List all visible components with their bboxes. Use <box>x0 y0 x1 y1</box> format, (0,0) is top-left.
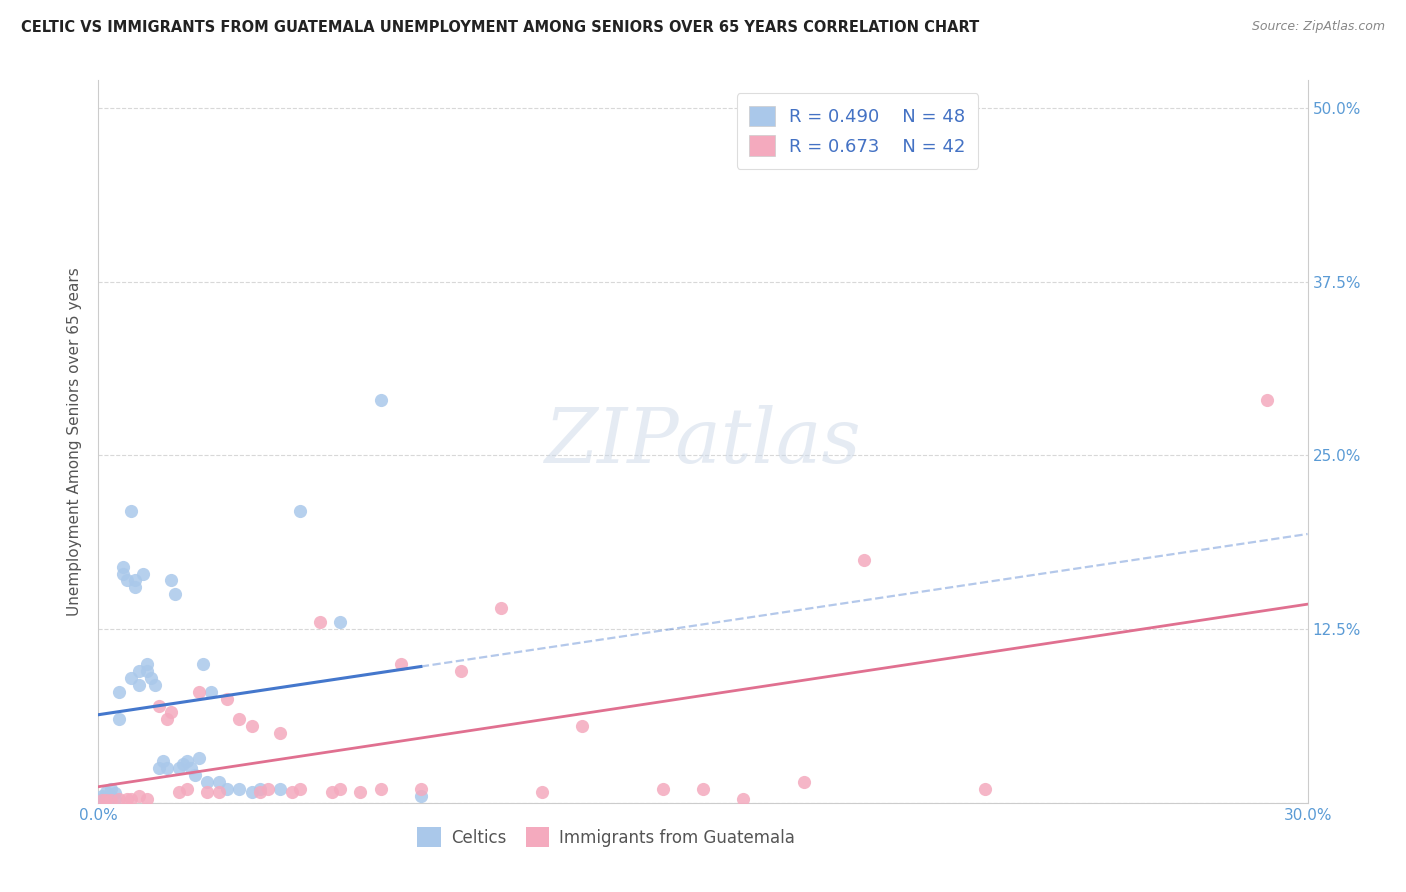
Point <box>370 392 392 407</box>
Point <box>450 664 472 678</box>
Point <box>91 793 114 807</box>
Point <box>167 761 190 775</box>
Point <box>249 781 271 796</box>
Point <box>128 678 150 692</box>
Point <box>184 768 207 782</box>
Point <box>167 785 190 799</box>
Point <box>530 785 553 799</box>
Point <box>188 751 211 765</box>
Point <box>692 781 714 796</box>
Point <box>111 559 134 574</box>
Point <box>409 789 432 803</box>
Point <box>135 657 157 671</box>
Point <box>974 781 997 796</box>
Point <box>132 566 155 581</box>
Point <box>733 791 755 805</box>
Y-axis label: Unemployment Among Seniors over 65 years: Unemployment Among Seniors over 65 years <box>67 268 83 615</box>
Point <box>208 775 231 789</box>
Point <box>120 671 142 685</box>
Point <box>107 713 129 727</box>
Point <box>228 781 250 796</box>
Point <box>193 657 215 671</box>
Point <box>793 775 815 789</box>
Point <box>389 657 412 671</box>
Point <box>281 785 304 799</box>
Point <box>96 785 118 799</box>
Point <box>135 664 157 678</box>
Point <box>156 761 179 775</box>
Point <box>1256 392 1278 407</box>
Point <box>124 574 146 588</box>
Point <box>120 791 142 805</box>
Point <box>288 781 311 796</box>
Point <box>128 664 150 678</box>
Point <box>135 791 157 805</box>
Point <box>309 615 332 630</box>
Point <box>853 552 876 566</box>
Point <box>349 785 371 799</box>
Point <box>115 574 138 588</box>
Point <box>651 781 673 796</box>
Point <box>124 581 146 595</box>
Point <box>103 791 125 805</box>
Point <box>208 785 231 799</box>
Point <box>107 791 129 805</box>
Point <box>96 790 118 805</box>
Point <box>269 781 291 796</box>
Point <box>148 698 170 713</box>
Point <box>148 761 170 775</box>
Point <box>111 566 134 581</box>
Point <box>103 786 125 800</box>
Point <box>217 781 239 796</box>
Text: CELTIC VS IMMIGRANTS FROM GUATEMALA UNEMPLOYMENT AMONG SENIORS OVER 65 YEARS COR: CELTIC VS IMMIGRANTS FROM GUATEMALA UNEM… <box>21 20 980 35</box>
Point <box>163 587 186 601</box>
Point <box>91 791 114 805</box>
Point <box>571 719 593 733</box>
Point <box>156 713 179 727</box>
Point <box>195 775 218 789</box>
Point <box>491 601 513 615</box>
Point <box>160 706 183 720</box>
Point <box>269 726 291 740</box>
Point <box>160 574 183 588</box>
Point <box>115 791 138 805</box>
Text: Source: ZipAtlas.com: Source: ZipAtlas.com <box>1251 20 1385 33</box>
Point <box>100 793 122 807</box>
Point <box>128 789 150 803</box>
Point <box>152 754 174 768</box>
Point <box>172 756 194 771</box>
Point <box>200 684 222 698</box>
Point <box>100 781 122 796</box>
Point <box>139 671 162 685</box>
Point <box>180 761 202 775</box>
Point <box>217 691 239 706</box>
Point <box>176 781 198 796</box>
Point <box>91 789 114 803</box>
Point <box>240 719 263 733</box>
Point <box>96 793 118 807</box>
Point <box>240 785 263 799</box>
Point <box>321 785 343 799</box>
Point <box>329 615 352 630</box>
Point <box>176 754 198 768</box>
Point <box>100 789 122 803</box>
Point <box>143 678 166 692</box>
Point <box>370 781 392 796</box>
Point <box>188 684 211 698</box>
Point <box>107 684 129 698</box>
Legend: Celtics, Immigrants from Guatemala: Celtics, Immigrants from Guatemala <box>411 821 801 854</box>
Point <box>288 504 311 518</box>
Text: ZIPatlas: ZIPatlas <box>544 405 862 478</box>
Point <box>409 781 432 796</box>
Point <box>120 504 142 518</box>
Point <box>195 785 218 799</box>
Point <box>256 781 278 796</box>
Point <box>228 713 250 727</box>
Point <box>329 781 352 796</box>
Point <box>249 785 271 799</box>
